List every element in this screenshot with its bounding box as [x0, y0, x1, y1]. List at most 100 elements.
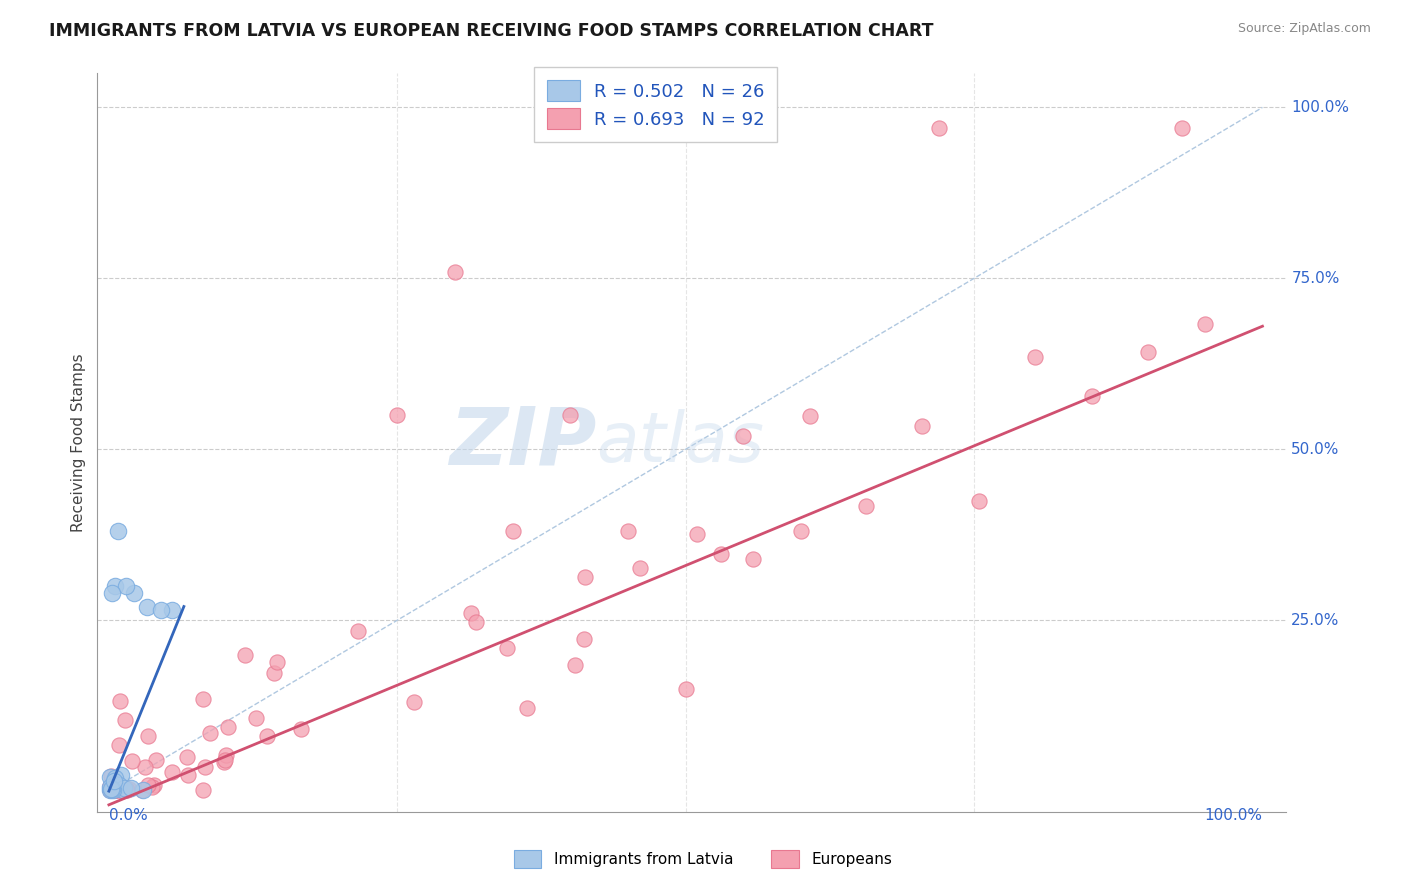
Point	[444, 264, 467, 278]
Point	[194, 760, 217, 774]
Point	[107, 781, 129, 796]
Point	[108, 739, 131, 753]
Point	[98, 783, 121, 797]
Point	[214, 753, 236, 767]
Point	[162, 603, 184, 617]
Point	[101, 586, 124, 600]
Point	[967, 494, 990, 508]
Point	[1081, 389, 1104, 403]
Point	[98, 782, 121, 797]
Point	[98, 781, 121, 796]
Point	[214, 755, 236, 769]
Point	[465, 615, 488, 629]
Text: 100.0%: 100.0%	[1205, 808, 1263, 823]
Point	[710, 548, 733, 562]
Point	[628, 561, 651, 575]
Point	[103, 779, 125, 793]
Point	[572, 632, 595, 646]
Point	[117, 783, 139, 797]
Point	[855, 499, 877, 513]
Point	[98, 770, 121, 784]
Legend: R = 0.502   N = 26, R = 0.693   N = 92: R = 0.502 N = 26, R = 0.693 N = 92	[534, 68, 778, 142]
Point	[176, 750, 198, 764]
Text: Source: ZipAtlas.com: Source: ZipAtlas.com	[1237, 22, 1371, 36]
Text: ZIP: ZIP	[449, 403, 596, 482]
Point	[160, 764, 183, 779]
Point	[107, 524, 129, 539]
Point	[131, 783, 153, 797]
Point	[103, 782, 125, 797]
Point	[217, 720, 239, 734]
Point	[101, 777, 124, 791]
Point	[404, 695, 426, 709]
Point	[911, 418, 934, 433]
Point	[110, 783, 132, 797]
Point	[110, 781, 132, 796]
Point	[111, 780, 134, 794]
Text: atlas: atlas	[596, 409, 765, 476]
Point	[1137, 345, 1160, 359]
Text: 100.0%: 100.0%	[1291, 100, 1350, 115]
Point	[100, 780, 122, 794]
Point	[98, 782, 121, 797]
Point	[98, 779, 121, 793]
Point	[564, 658, 586, 673]
Point	[100, 783, 122, 797]
Point	[100, 783, 122, 797]
Point	[98, 780, 121, 794]
Point	[502, 524, 524, 539]
Point	[617, 524, 640, 539]
Point	[346, 624, 368, 638]
Text: 0.0%: 0.0%	[108, 808, 148, 823]
Point	[799, 409, 821, 424]
Point	[104, 771, 127, 785]
Point	[103, 781, 125, 796]
Point	[115, 781, 138, 796]
Point	[104, 783, 127, 797]
Point	[290, 722, 312, 736]
Point	[114, 783, 136, 797]
Point	[108, 778, 131, 792]
Point	[685, 527, 707, 541]
Point	[198, 726, 221, 740]
Point	[460, 606, 482, 620]
Point	[560, 408, 582, 422]
Text: 75.0%: 75.0%	[1291, 271, 1340, 285]
Point	[98, 783, 121, 797]
Point	[103, 779, 125, 793]
Point	[149, 603, 172, 617]
Point	[98, 783, 121, 797]
Point	[193, 783, 215, 797]
Point	[103, 783, 125, 797]
Point	[110, 768, 132, 782]
Point	[742, 552, 765, 566]
Point	[101, 778, 124, 792]
Point	[215, 748, 238, 763]
Point	[122, 586, 145, 600]
Point	[100, 783, 122, 797]
Point	[110, 694, 132, 708]
Point	[105, 780, 128, 794]
Text: 25.0%: 25.0%	[1291, 613, 1340, 628]
Y-axis label: Receiving Food Stamps: Receiving Food Stamps	[72, 353, 86, 532]
Point	[790, 524, 813, 539]
Point	[193, 691, 215, 706]
Point	[1194, 317, 1216, 331]
Point	[136, 599, 159, 614]
Point	[136, 778, 159, 792]
Point	[100, 782, 122, 797]
Point	[115, 579, 138, 593]
Point	[100, 783, 122, 797]
Point	[387, 408, 409, 422]
Point	[495, 640, 517, 655]
Point	[136, 729, 159, 743]
Point	[574, 569, 596, 583]
Point	[263, 666, 285, 681]
Point	[266, 655, 288, 669]
Point	[111, 783, 134, 797]
Point	[101, 782, 124, 797]
Point	[104, 579, 127, 593]
Point	[98, 780, 121, 795]
Point	[134, 760, 156, 774]
Point	[245, 711, 267, 725]
